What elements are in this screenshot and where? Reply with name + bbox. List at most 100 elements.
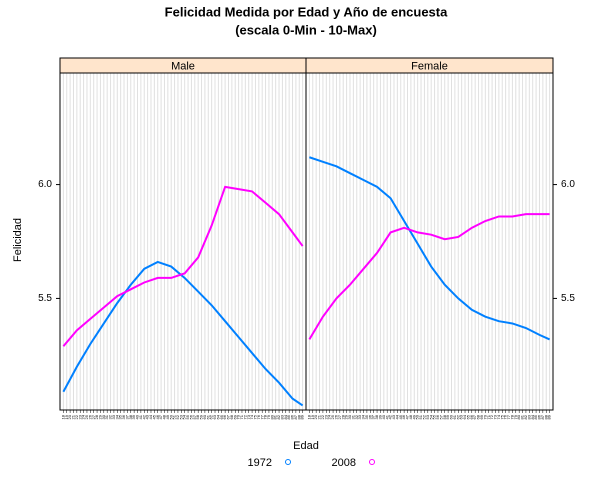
x-tick-label: 52 — [421, 414, 426, 419]
x-tick-label: 19 — [310, 414, 315, 419]
x-tick-label: 63 — [459, 414, 464, 419]
x-tick-label: 65 — [465, 414, 470, 419]
x-tick-label: 38 — [374, 414, 379, 419]
x-tick-label: 36 — [367, 414, 372, 419]
x-tick-label: 81 — [273, 414, 278, 419]
x-tick-label: 80 — [269, 414, 274, 419]
x-tick-label: 39 — [131, 414, 136, 419]
x-tick-label: 26 — [334, 414, 339, 419]
x-tick-label: 30 — [101, 414, 106, 419]
x-tick-label: 37 — [371, 414, 376, 419]
x-tick-label: 37 — [124, 414, 129, 419]
x-tick-label: 88 — [296, 414, 301, 419]
x-tick-label: 57 — [192, 414, 197, 419]
x-tick-label: 79 — [266, 414, 271, 419]
x-tick-label: 31 — [350, 414, 355, 419]
x-tick-label: 61 — [205, 414, 210, 419]
x-tick-label: 68 — [476, 414, 481, 419]
x-tick-label: 23 — [323, 414, 328, 419]
x-tick-label: 78 — [263, 414, 268, 419]
x-tick-label: 56 — [435, 414, 440, 419]
y-axis-label: Felicidad — [12, 218, 24, 262]
x-tick-label: 49 — [165, 414, 170, 419]
x-tick-label: 82 — [276, 414, 281, 419]
x-tick-label: 23 — [77, 414, 82, 419]
x-tick-label: 27 — [337, 414, 342, 419]
x-tick-label: 24 — [81, 414, 86, 419]
x-tick-label: 29 — [98, 414, 103, 419]
x-tick-label: 85 — [533, 414, 538, 419]
x-tick-label: 60 — [449, 414, 454, 419]
x-tick-label: 76 — [503, 414, 508, 419]
x-tick-label: 31 — [104, 414, 109, 419]
x-tick-label: 59 — [445, 414, 450, 419]
x-tick-label: 54 — [182, 414, 187, 419]
x-tick-label: 50 — [415, 414, 420, 419]
x-tick-label: 73 — [246, 414, 251, 419]
x-tick-label: 57 — [438, 414, 443, 419]
series-line — [308, 213, 550, 340]
x-tick-label: 83 — [279, 414, 284, 419]
x-tick-label: 26 — [87, 414, 92, 419]
x-tick-label: 58 — [195, 414, 200, 419]
x-tick-label: 71 — [239, 414, 244, 419]
x-tick-label: 72 — [242, 414, 247, 419]
series-line — [62, 185, 304, 347]
x-tick-label: 38 — [128, 414, 133, 419]
x-tick-label: 42 — [141, 414, 146, 419]
x-tick-label: 54 — [428, 414, 433, 419]
x-tick-label: 35 — [118, 414, 123, 419]
x-tick-label: 32 — [354, 414, 359, 419]
strip-label: Male — [171, 60, 195, 72]
x-tick-label: 18 — [60, 414, 65, 419]
x-tick-label: 43 — [145, 414, 150, 419]
x-tick-label: 50 — [168, 414, 173, 419]
x-tick-label: 42 — [388, 414, 393, 419]
y-tick-label: 6.0 — [38, 179, 52, 190]
x-tick-label: 70 — [236, 414, 241, 419]
x-tick-label: 82 — [523, 414, 528, 419]
x-tick-label: 22 — [74, 414, 79, 419]
x-tick-label: 84 — [283, 414, 288, 419]
x-tick-label: 84 — [530, 414, 535, 419]
x-tick-label: 25 — [84, 414, 89, 419]
x-tick-label: 34 — [114, 414, 119, 419]
x-tick-label: 85 — [286, 414, 291, 419]
chart-title: Felicidad Medida por Edad y Año de encue… — [165, 4, 448, 19]
x-tick-label: 24 — [327, 414, 332, 419]
x-tick-label: 72 — [489, 414, 494, 419]
x-tick-label: 68 — [229, 414, 234, 419]
x-tick-label: 74 — [496, 414, 501, 419]
x-tick-label: 45 — [398, 414, 403, 419]
x-tick-label: 73 — [493, 414, 498, 419]
x-tick-label: 63 — [212, 414, 217, 419]
x-tick-label: 22 — [320, 414, 325, 419]
x-tick-label: 21 — [71, 414, 76, 419]
x-tick-label: 80 — [516, 414, 521, 419]
x-tick-label: 18 — [306, 414, 311, 419]
chart-subtitle: (escala 0-Min - 10-Max) — [235, 22, 377, 37]
x-tick-label: 88 — [543, 414, 548, 419]
x-tick-label: 51 — [418, 414, 423, 419]
x-tick-label: 32 — [108, 414, 113, 419]
x-tick-label: 39 — [378, 414, 383, 419]
x-tick-label: 52 — [175, 414, 180, 419]
x-tick-label: 20 — [67, 414, 72, 419]
x-tick-label: 53 — [425, 414, 430, 419]
x-tick-label: 55 — [432, 414, 437, 419]
x-tick-label: 28 — [340, 414, 345, 419]
x-tick-label: 78 — [509, 414, 514, 419]
x-tick-label: 43 — [391, 414, 396, 419]
x-tick-label: 60 — [202, 414, 207, 419]
x-tick-label: 64 — [462, 414, 467, 419]
x-tick-label: 83 — [526, 414, 531, 419]
x-tick-label: 19 — [64, 414, 69, 419]
x-tick-label: 87 — [293, 414, 298, 419]
x-tick-label: 56 — [188, 414, 193, 419]
x-tick-label: 51 — [172, 414, 177, 419]
x-tick-label: 58 — [442, 414, 447, 419]
x-tick-label: 77 — [506, 414, 511, 419]
x-tick-label: 21 — [317, 414, 322, 419]
x-tick-label: 53 — [178, 414, 183, 419]
x-tick-label: 48 — [162, 414, 167, 419]
